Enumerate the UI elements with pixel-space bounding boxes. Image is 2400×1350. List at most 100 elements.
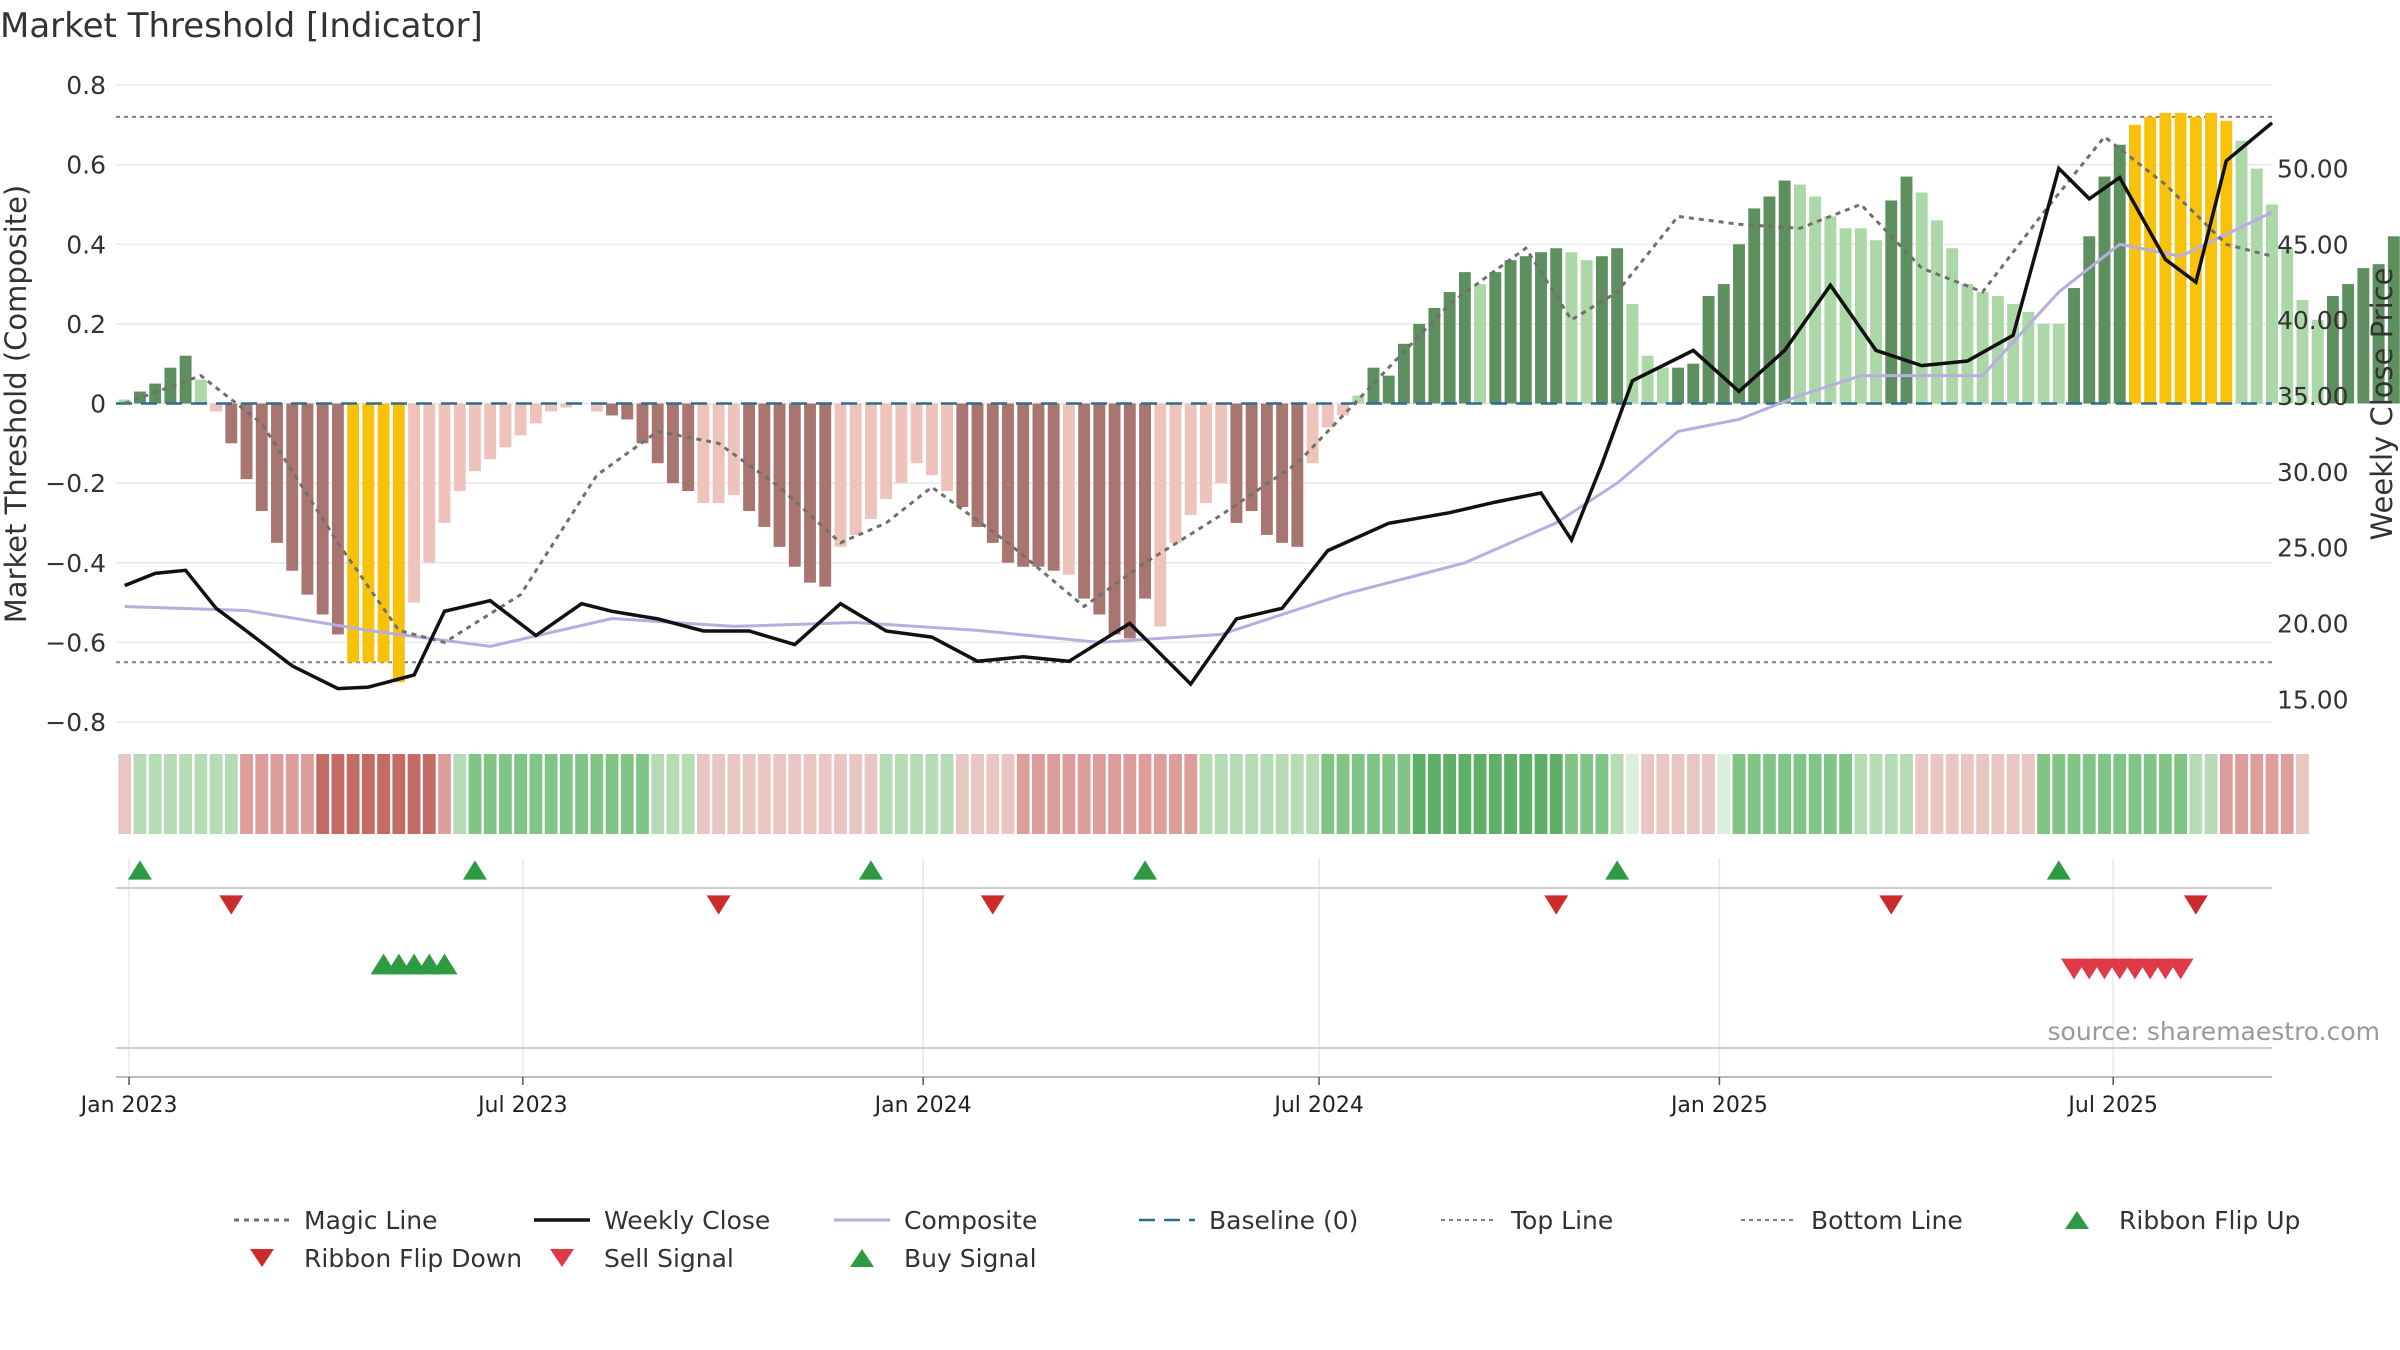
ribbon-segment — [1747, 754, 1761, 834]
triangle-up-icon — [850, 1249, 874, 1267]
ribbon-segment — [1641, 754, 1655, 834]
composite-bar — [514, 403, 527, 436]
composite-bar — [1733, 244, 1745, 404]
composite-bar — [453, 403, 466, 492]
ribbon-segment — [1656, 754, 1670, 834]
composite-bar — [1260, 403, 1273, 535]
composite-bar — [499, 403, 512, 448]
y-tick-right: 50.00 — [2277, 154, 2349, 183]
ribbon-segment — [1671, 754, 1685, 834]
composite-bar — [2052, 323, 2065, 404]
composite-bar — [1169, 403, 1182, 543]
composite-bar — [2083, 236, 2096, 404]
composite-bar — [2235, 140, 2248, 404]
ribbon-segment — [2296, 754, 2309, 834]
y-tick-left: −0.8 — [45, 708, 106, 737]
ribbon-segment — [1900, 754, 1913, 834]
y-tick-right: 40.00 — [2277, 306, 2349, 335]
composite-bar — [1108, 403, 1121, 635]
composite-bar — [1321, 403, 1334, 428]
dotted-line-icon — [1441, 1219, 1497, 1221]
composite-line — [124, 211, 2273, 648]
composite-bar — [1641, 355, 1654, 404]
ribbon-segment — [1214, 754, 1228, 834]
ribbon-flip-down-marker — [706, 895, 731, 915]
composite-bar — [1200, 403, 1212, 504]
composite-bar — [697, 403, 710, 504]
composite-bar — [331, 403, 344, 635]
composite-bar — [1961, 284, 1974, 404]
ribbon-segment — [727, 754, 741, 834]
composite-bar — [271, 403, 283, 543]
composite-bar — [1154, 403, 1167, 627]
composite-bar — [849, 403, 862, 535]
ribbon-segment — [1488, 754, 1502, 834]
y-tick-left: 0.6 — [66, 151, 106, 180]
dotted-line-icon — [234, 1218, 290, 1222]
composite-bar — [1702, 296, 1715, 404]
solid-line-icon — [534, 1218, 590, 1222]
ribbon-segment — [712, 754, 726, 834]
ribbon-segment — [1763, 754, 1776, 834]
composite-bar — [1809, 196, 1822, 404]
composite-bar — [941, 403, 954, 492]
x-tick-label: Jan 2023 — [79, 1093, 178, 1118]
ribbon-segment — [499, 754, 512, 834]
ribbon-segment — [1230, 754, 1243, 834]
ribbon-segment — [1778, 754, 1792, 834]
ribbon-segment — [1275, 754, 1289, 834]
composite-bar — [1885, 200, 1898, 404]
ribbon-segment — [1961, 754, 1974, 834]
y-tick-right: 15.00 — [2277, 685, 2349, 714]
ribbon-segment — [1001, 754, 1015, 834]
composite-bar — [1824, 216, 1837, 404]
composite-bar — [727, 403, 740, 496]
composite-bar — [1291, 403, 1304, 547]
ribbon-segment — [773, 754, 786, 834]
composite-bar — [590, 403, 603, 412]
ribbon-segment — [1199, 754, 1213, 834]
composite-bar — [1093, 403, 1106, 615]
ribbon-segment — [1930, 754, 1944, 834]
y-tick-left: 0.4 — [66, 230, 106, 259]
ribbon-segment — [407, 754, 421, 834]
composite-bar — [712, 403, 725, 504]
y-tick-left: −0.6 — [45, 628, 106, 657]
ribbon-segment — [544, 754, 558, 834]
composite-bar — [1413, 323, 1426, 404]
composite-bar — [1748, 208, 1761, 404]
ribbon-flip-down-marker — [2183, 895, 2208, 915]
ribbon-segment — [1702, 754, 1715, 834]
ribbon-segment — [1443, 754, 1457, 834]
ribbon-segment — [1915, 754, 1929, 834]
y-tick-left: 0 — [90, 390, 106, 419]
composite-bar — [819, 403, 832, 587]
composite-bar — [1002, 403, 1014, 563]
composite-bar — [194, 379, 207, 404]
composite-bar — [1215, 403, 1228, 484]
ribbon-segment — [910, 754, 924, 834]
ribbon-segment — [2098, 754, 2111, 834]
composite-bar — [1611, 248, 1624, 404]
ribbon-segment — [590, 754, 604, 834]
composite-bar — [971, 403, 984, 527]
composite-bar — [164, 367, 177, 404]
composite-bar — [956, 403, 969, 508]
composite-bar — [1550, 248, 1563, 404]
composite-bar — [362, 403, 375, 663]
ribbon-segment — [636, 754, 649, 834]
chart-title: Market Threshold [Indicator] — [0, 6, 483, 46]
ribbon-segment — [1854, 754, 1868, 834]
triangle-down-icon — [250, 1249, 274, 1267]
composite-bar — [1946, 248, 1959, 404]
ribbon-segment — [1032, 754, 1045, 834]
composite-bar — [1382, 375, 1395, 404]
ribbon-segment — [118, 754, 132, 834]
legend-item-magic: Magic Line — [230, 1200, 438, 1240]
ribbon-segment — [1245, 754, 1259, 834]
composite-bar — [1900, 176, 1913, 404]
composite-bar — [788, 403, 801, 567]
ribbon-segment — [163, 754, 177, 834]
composite-bar — [2022, 311, 2035, 404]
composite-bar — [667, 403, 679, 484]
